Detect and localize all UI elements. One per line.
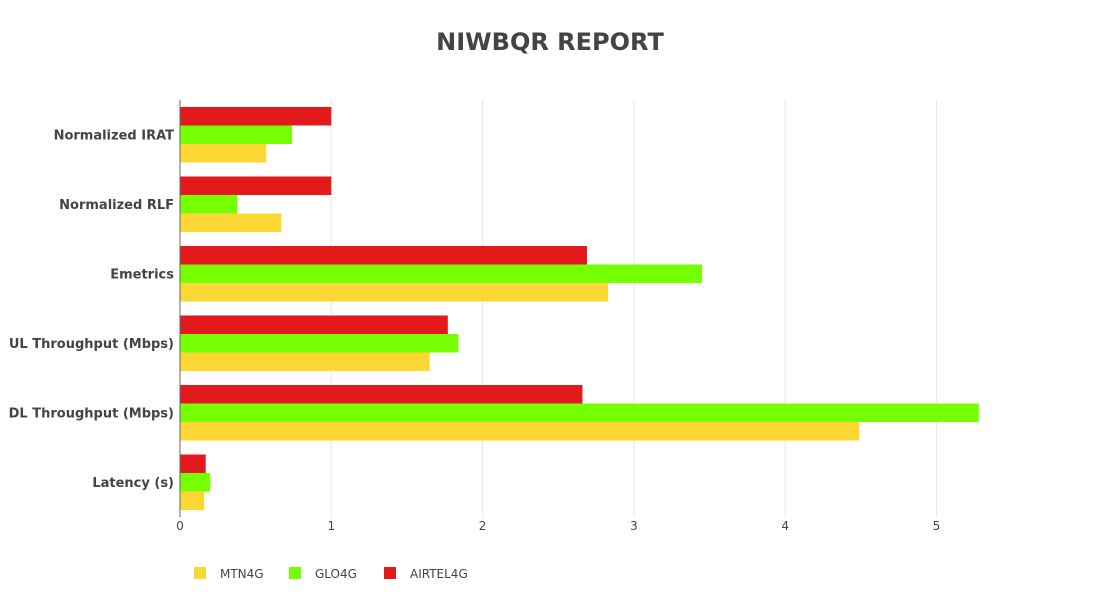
legend-label[interactable]: MTN4G xyxy=(220,567,264,581)
bar-mtn4g xyxy=(180,422,860,441)
bar-mtn4g xyxy=(180,283,609,302)
category-label: DL Throughput (Mbps) xyxy=(9,406,174,421)
x-axis-ticks: 0 1 2 3 4 5 xyxy=(176,519,940,533)
x-tick-label: 2 xyxy=(479,519,487,533)
bar-airtel4g xyxy=(180,176,332,195)
legend-swatch[interactable] xyxy=(384,567,396,579)
x-tick-label: 0 xyxy=(176,519,184,533)
category-label: Latency (s) xyxy=(92,476,174,491)
bar-glo4g xyxy=(180,473,211,492)
bar-mtn4g xyxy=(180,144,267,163)
legend-label[interactable]: GLO4G xyxy=(315,567,357,581)
bar-airtel4g xyxy=(180,246,587,265)
category-label: Normalized IRAT xyxy=(54,128,175,143)
bar-glo4g xyxy=(180,403,979,422)
x-tick-label: 3 xyxy=(630,519,638,533)
bar-airtel4g xyxy=(180,107,332,126)
bar-airtel4g xyxy=(180,315,448,334)
x-tick-label: 5 xyxy=(933,519,941,533)
bars xyxy=(180,107,979,510)
chart-title: NIWBQR REPORT xyxy=(436,28,664,56)
category-label: Emetrics xyxy=(110,267,174,282)
category-label: Normalized RLF xyxy=(59,198,174,213)
x-tick-label: 4 xyxy=(781,519,789,533)
grid xyxy=(330,100,937,517)
bar-mtn4g xyxy=(180,213,282,232)
category-labels: Normalized IRAT Normalized RLF Emetrics UL … xyxy=(9,128,175,491)
legend-swatch[interactable] xyxy=(194,567,206,579)
bar-glo4g xyxy=(180,195,238,214)
legend-label[interactable]: AIRTEL4G xyxy=(410,567,468,581)
bar-glo4g xyxy=(180,334,459,353)
category-label: UL Throughput (Mbps) xyxy=(9,337,174,352)
bar-mtn4g xyxy=(180,491,205,510)
bar-mtn4g xyxy=(180,352,430,371)
x-tick-label: 1 xyxy=(327,519,335,533)
legend: MTN4G GLO4G AIRTEL4G xyxy=(194,567,468,581)
legend-swatch[interactable] xyxy=(289,567,301,579)
bar-glo4g xyxy=(180,125,292,144)
bar-airtel4g xyxy=(180,454,206,473)
bar-glo4g xyxy=(180,264,702,283)
bar-airtel4g xyxy=(180,385,583,404)
